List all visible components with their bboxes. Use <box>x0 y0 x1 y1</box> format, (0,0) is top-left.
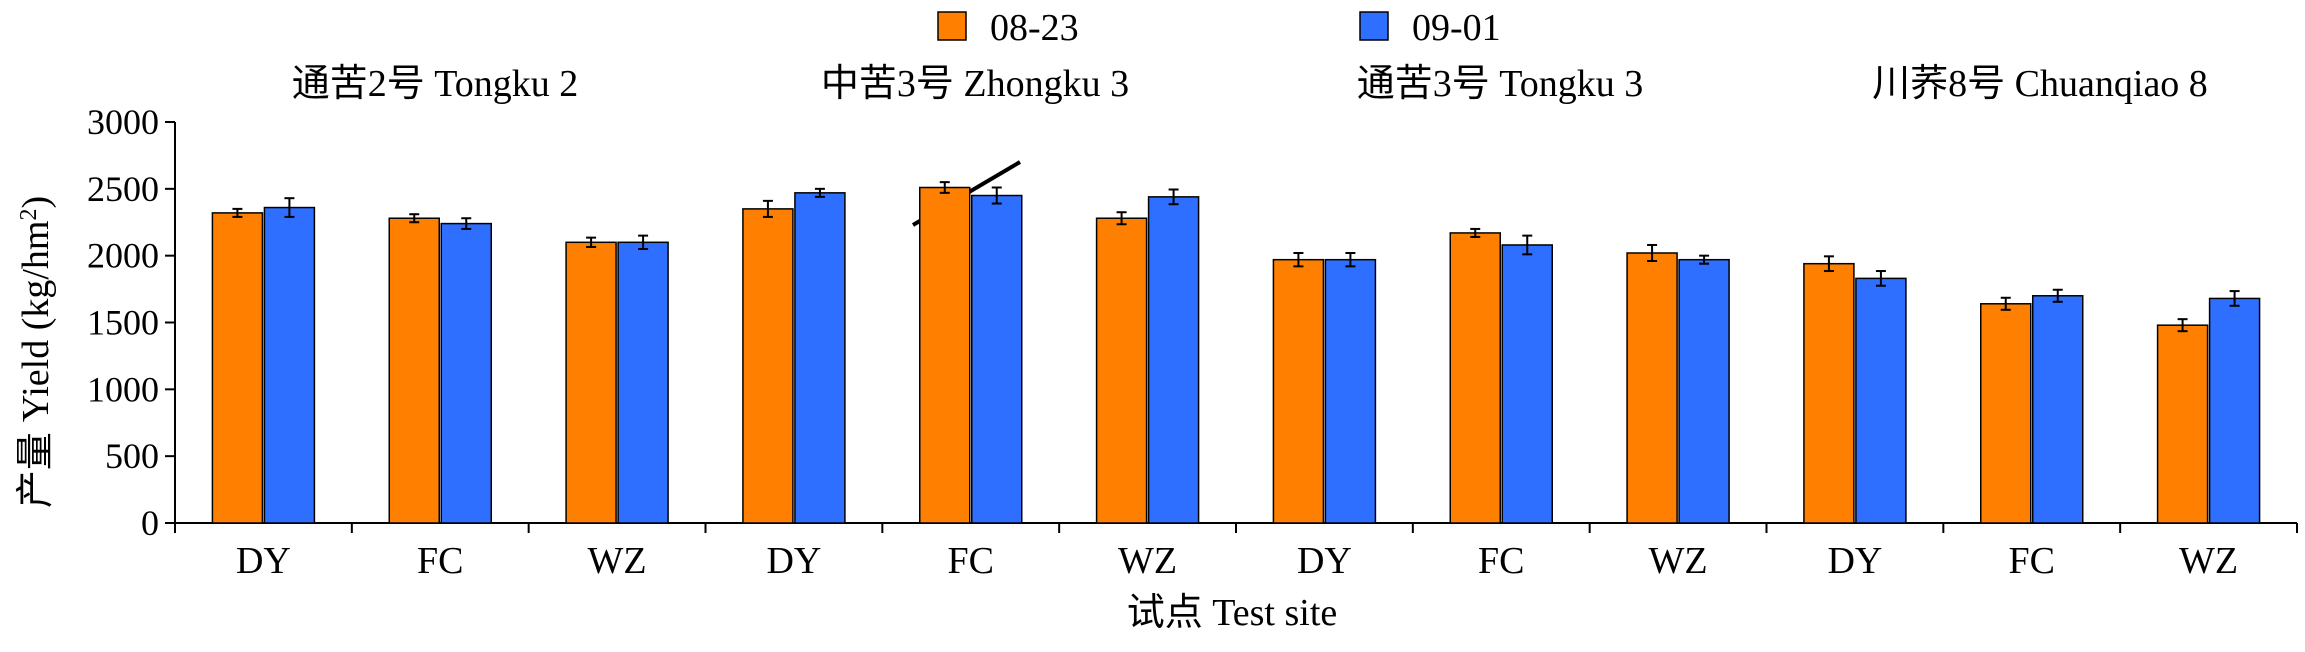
bar-09-01-WZ <box>1678 258 1730 524</box>
x-tick-label: FC <box>1478 540 1524 582</box>
y-axis-title: 产量 Yield (kg/hm2) <box>15 196 57 508</box>
x-tick-label: DY <box>236 540 291 582</box>
bar-08-23-FC <box>1449 232 1501 524</box>
y-tick-label: 1000 <box>87 369 159 409</box>
x-tick-label: WZ <box>2179 540 2238 582</box>
x-tick-label: WZ <box>1118 540 1177 582</box>
bar-09-01-DY <box>263 206 316 524</box>
y-tick-label: 0 <box>141 503 159 543</box>
bar-08-23-FC <box>388 217 440 524</box>
group-label-chuanqiao-8: 川荞8号 Chuanqiao 8 <box>1872 63 2208 105</box>
bar-09-01-FC <box>440 222 492 524</box>
x-tick-label: WZ <box>588 540 647 582</box>
bar-08-23-DY <box>1803 262 1855 524</box>
y-tick-label: 2500 <box>87 169 159 209</box>
y-axis-title-close: ) <box>15 196 57 209</box>
y-tick-label: 2000 <box>87 236 159 276</box>
x-axis-title: 试点 Test site <box>1127 592 1338 634</box>
x-tick-label: DY <box>1827 540 1882 582</box>
bars <box>211 186 2261 524</box>
y-axis-title-en: Yield (kg/hm <box>15 221 57 423</box>
bar-09-01-WZ <box>2208 297 2261 524</box>
group-label-tongku-3: 通苦3号 Tongku 3 <box>1357 63 1644 105</box>
y-axis-title-superscript: 2 <box>16 209 42 221</box>
bar-08-23-DY <box>742 208 794 524</box>
bar-09-01-DY <box>1855 277 1907 524</box>
bar-08-23-WZ <box>565 241 617 524</box>
bar-08-23-DY <box>1272 258 1325 524</box>
y-axis-title-cn: 产量 <box>15 432 57 508</box>
error-bars <box>232 181 2240 333</box>
bar-09-01-FC <box>2032 295 2084 524</box>
group-labels: 通苦2号 Tongku 2 中苦3号 Zhongku 3 通苦3号 Tongku… <box>292 63 2208 105</box>
bar-08-23-WZ <box>1626 252 1678 524</box>
legend-swatch-08-23 <box>937 11 967 41</box>
bar-08-23-DY <box>211 212 264 524</box>
x-tick-label: DY <box>1297 540 1352 582</box>
legend-label-08-23: 08-23 <box>990 7 1079 49</box>
y-tick-label: 3000 <box>87 102 159 142</box>
x-tick-label: FC <box>417 540 463 582</box>
x-tick-label: DY <box>766 540 821 582</box>
x-tick-label: FC <box>2009 540 2055 582</box>
axes: 0 500 1000 1500 2000 2500 3000 DY FC WZ DY FC WZ DY FC… <box>87 102 2298 582</box>
legend: 08-23 09-01 <box>937 7 1501 49</box>
legend-swatch-09-01 <box>1359 11 1389 41</box>
x-tick-label: FC <box>948 540 994 582</box>
x-tick-label: WZ <box>1649 540 1708 582</box>
y-tick-label: 1500 <box>87 303 159 343</box>
legend-label-09-01: 09-01 <box>1412 7 1501 49</box>
bar-09-01-FC <box>971 194 1023 524</box>
group-label-tongku-2: 通苦2号 Tongku 2 <box>292 63 579 105</box>
bar-09-01-FC <box>1501 244 1553 524</box>
y-tick-label: 500 <box>105 436 159 476</box>
bar-09-01-WZ <box>617 241 669 524</box>
bar-08-23-FC <box>1980 303 2032 524</box>
bar-08-23-WZ <box>1095 217 1148 524</box>
group-label-zhongku-3: 中苦3号 Zhongku 3 <box>821 63 1129 105</box>
bar-09-01-DY <box>1324 258 1377 524</box>
bar-08-23-FC <box>919 186 971 524</box>
bar-09-01-WZ <box>1147 196 1200 524</box>
bar-08-23-WZ <box>2156 324 2209 524</box>
bar-09-01-DY <box>794 192 846 524</box>
